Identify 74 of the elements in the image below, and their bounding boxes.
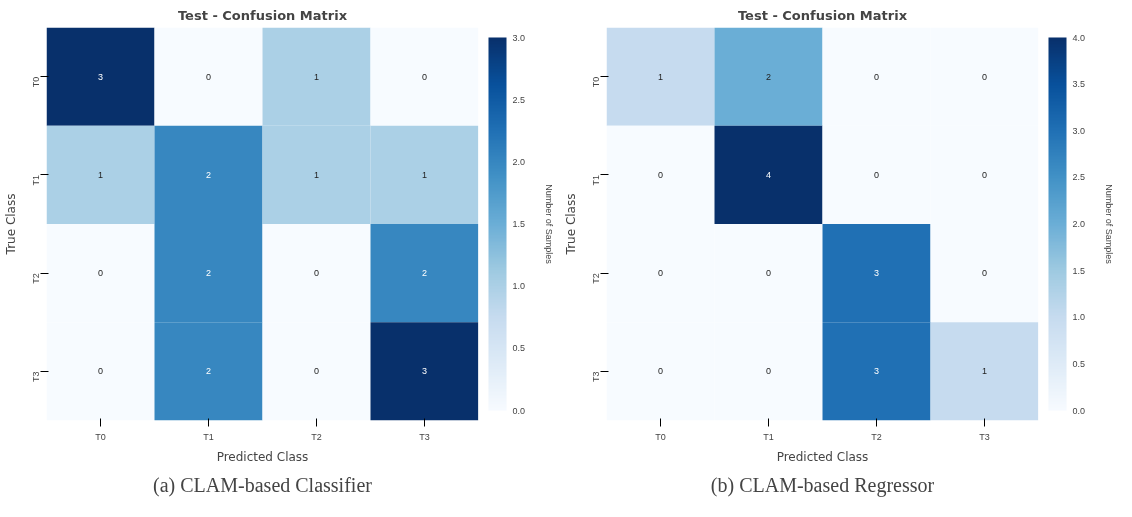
color-bar-label: 1.5	[1072, 265, 1086, 276]
data-label: 2	[206, 268, 212, 279]
color-bar-label: 3.5	[1072, 79, 1086, 90]
y-tick-label: T0	[590, 76, 601, 88]
data-label: 0	[874, 71, 880, 82]
color-bar-label: 0.5	[1072, 358, 1086, 369]
x-tick-label: T2	[871, 431, 882, 442]
data-label: 0	[658, 366, 664, 377]
data-label: 1	[98, 169, 104, 180]
color-bar-label: 1.0	[512, 281, 526, 292]
chart-title: Test - Confusion Matrix	[177, 7, 348, 23]
data-label: 0	[98, 366, 104, 377]
color-bar-label: 2.5	[1072, 172, 1086, 183]
data-label: 0	[982, 268, 988, 279]
data-label: 1	[658, 71, 664, 82]
y-tick-label: T2	[590, 273, 601, 284]
color-bar-label: 3.0	[512, 32, 526, 43]
data-label: 2	[422, 268, 428, 279]
color-bar-label: 1.5	[512, 219, 526, 229]
data-label: 1	[314, 169, 320, 180]
x-axis-title: Predicted Class	[216, 449, 309, 464]
color-bar-label: 0.0	[512, 405, 526, 416]
x-tick-label: T1	[203, 431, 214, 442]
text: (a) CLAM-based Classifier	[153, 473, 373, 497]
color-bar-label: 2.5	[512, 94, 526, 105]
y-tick-label: T1	[590, 174, 601, 186]
data-label: 1	[422, 169, 428, 180]
data-label: 3	[874, 366, 880, 377]
data-label: 2	[206, 366, 212, 377]
x-tick-label: T3	[419, 431, 430, 442]
color-bar-title: Number of Samples	[1103, 184, 1114, 265]
data-label: 0	[766, 268, 772, 279]
color-bar-label: 2.0	[512, 156, 526, 167]
y-tick-label: T0	[30, 76, 41, 88]
data-label: 4	[766, 169, 772, 180]
x-tick-label: T2	[311, 431, 322, 442]
data-label: 1	[982, 366, 988, 377]
color-bar-label: 1.0	[1072, 312, 1086, 323]
data-label: 0	[982, 71, 988, 82]
data-label: 3	[422, 366, 428, 377]
color-bar-label: 0.5	[512, 343, 526, 354]
x-tick-label: T3	[979, 431, 990, 442]
chart-title: Test - Confusion Matrix	[737, 7, 908, 23]
y-tick-label: T1	[30, 174, 41, 186]
data-label: 0	[314, 268, 320, 279]
x-tick-label: T0	[655, 431, 666, 442]
data-label: 0	[206, 71, 212, 82]
data-label: 0	[982, 169, 988, 180]
data-label: 2	[206, 169, 212, 180]
data-label: 0	[314, 366, 320, 377]
data-label: 3	[874, 268, 880, 279]
color-bar-label: 4.0	[1072, 32, 1086, 43]
text: (b) CLAM-based Regressor	[710, 473, 935, 497]
data-label: 0	[422, 71, 428, 82]
y-tick-label: T3	[30, 371, 41, 382]
y-tick-label: T3	[590, 371, 601, 382]
x-axis-title: Predicted Class	[776, 449, 869, 464]
color-bar-label: 0.0	[1072, 405, 1086, 416]
data-label: 1	[314, 71, 320, 82]
data-label: 0	[874, 169, 880, 180]
data-label: 2	[766, 71, 772, 82]
y-tick-label: T2	[30, 273, 41, 284]
data-label: 0	[658, 268, 664, 279]
data-label: 3	[98, 71, 104, 82]
data-label: 0	[658, 169, 664, 180]
color-bar-label: 2.0	[1072, 219, 1086, 229]
x-tick-label: T1	[763, 431, 774, 442]
y-axis-title: True Class	[563, 193, 578, 256]
data-label: 0	[766, 366, 772, 377]
x-tick-label: T0	[95, 431, 106, 442]
y-axis-title: True Class	[3, 193, 18, 256]
color-bar-label: 3.0	[1072, 125, 1086, 136]
data-label: 0	[98, 268, 104, 279]
color-bar-title: Number of Samples	[543, 184, 554, 265]
